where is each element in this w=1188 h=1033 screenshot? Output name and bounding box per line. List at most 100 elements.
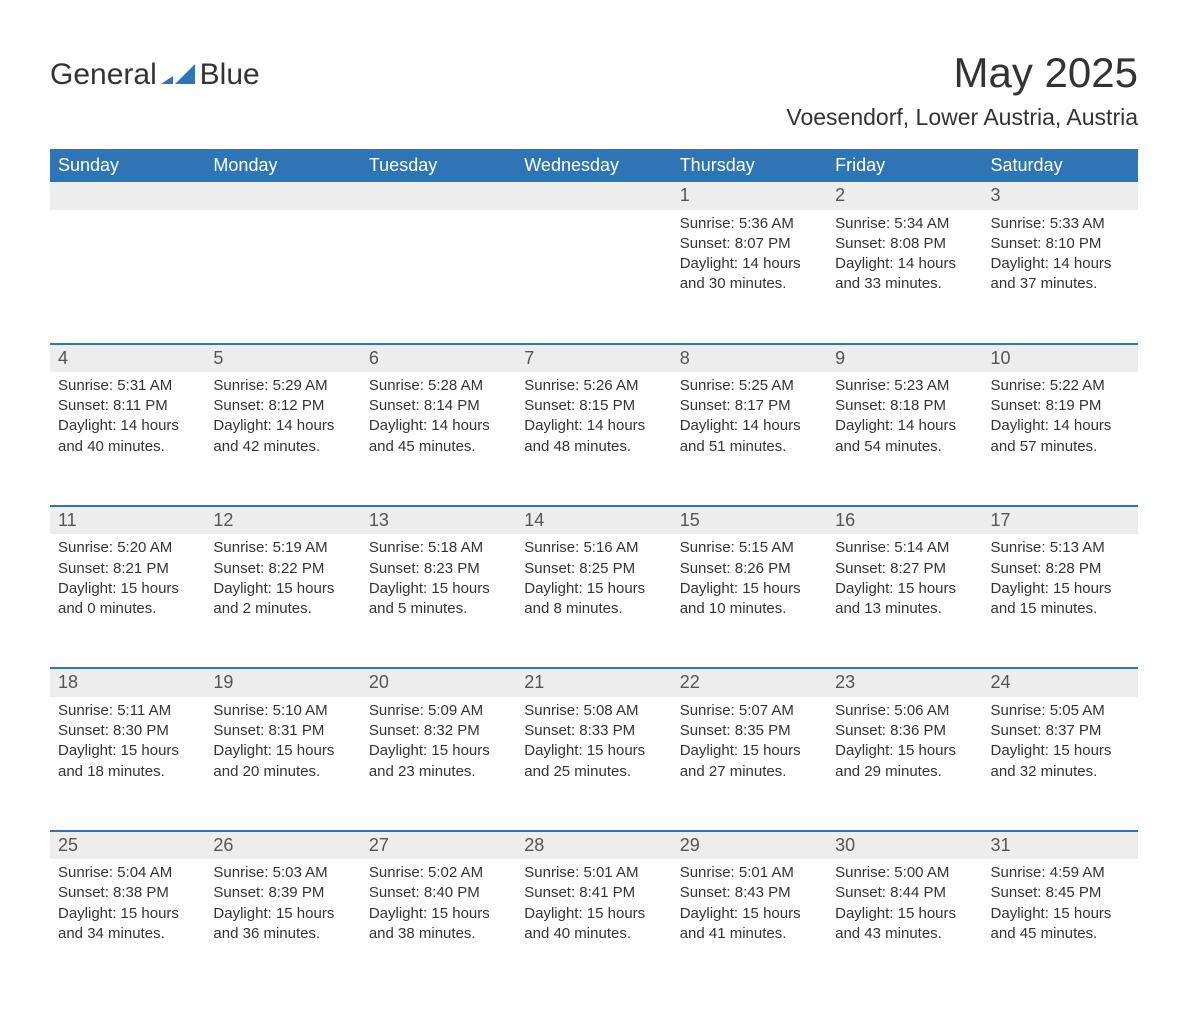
day-number: 26 [205, 832, 360, 859]
weekday-header: Tuesday [361, 149, 516, 182]
sunset-text: Sunset: 8:27 PM [835, 559, 974, 579]
day-cell: Sunrise: 5:15 AMSunset: 8:26 PMDaylight:… [672, 534, 827, 668]
sunrise-text: Sunrise: 5:18 AM [369, 538, 508, 558]
sunrise-text: Sunrise: 4:59 AM [991, 863, 1130, 883]
daylight2-text: and 51 minutes. [680, 437, 819, 457]
day-cell: Sunrise: 5:20 AMSunset: 8:21 PMDaylight:… [50, 534, 205, 668]
daynum-cell: 20 [361, 668, 516, 696]
sunrise-text: Sunrise: 5:11 AM [58, 701, 197, 721]
day-number: 9 [827, 345, 982, 372]
daynum-cell: 12 [205, 506, 360, 534]
daylight2-text: and 38 minutes. [369, 924, 508, 944]
sunset-text: Sunset: 8:43 PM [680, 883, 819, 903]
page-header: General Blue May 2025 Voesendorf, Lower … [50, 50, 1138, 143]
day-number: 7 [516, 345, 671, 372]
sunset-text: Sunset: 8:22 PM [213, 559, 352, 579]
daynum-cell: 7 [516, 344, 671, 372]
day-cell: Sunrise: 5:06 AMSunset: 8:36 PMDaylight:… [827, 697, 982, 831]
day-number: 2 [827, 182, 982, 209]
week-row: Sunrise: 5:04 AMSunset: 8:38 PMDaylight:… [50, 859, 1138, 993]
sunset-text: Sunset: 8:28 PM [991, 559, 1130, 579]
daylight2-text: and 0 minutes. [58, 599, 197, 619]
day-cell: Sunrise: 5:00 AMSunset: 8:44 PMDaylight:… [827, 859, 982, 993]
day-cell-body: Sunrise: 5:06 AMSunset: 8:36 PMDaylight:… [827, 697, 982, 790]
sunrise-text: Sunrise: 5:07 AM [680, 701, 819, 721]
day-cell-body: Sunrise: 5:22 AMSunset: 8:19 PMDaylight:… [983, 372, 1138, 465]
daylight2-text: and 27 minutes. [680, 762, 819, 782]
daynum-cell [361, 182, 516, 209]
sunrise-text: Sunrise: 5:02 AM [369, 863, 508, 883]
daylight2-text: and 45 minutes. [991, 924, 1130, 944]
sunset-text: Sunset: 8:11 PM [58, 396, 197, 416]
brand-word-2: Blue [200, 58, 260, 91]
day-cell-body: Sunrise: 5:28 AMSunset: 8:14 PMDaylight:… [361, 372, 516, 465]
day-cell-body: Sunrise: 5:19 AMSunset: 8:22 PMDaylight:… [205, 534, 360, 627]
day-cell-body: Sunrise: 5:33 AMSunset: 8:10 PMDaylight:… [983, 210, 1138, 303]
location-subtitle: Voesendorf, Lower Austria, Austria [786, 104, 1138, 131]
day-number: 14 [516, 507, 671, 534]
day-cell-body: Sunrise: 5:34 AMSunset: 8:08 PMDaylight:… [827, 210, 982, 303]
sunset-text: Sunset: 8:17 PM [680, 396, 819, 416]
daylight1-text: Daylight: 15 hours [835, 741, 974, 761]
daylight1-text: Daylight: 15 hours [680, 741, 819, 761]
day-cell-body: Sunrise: 5:31 AMSunset: 8:11 PMDaylight:… [50, 372, 205, 465]
sunrise-text: Sunrise: 5:22 AM [991, 376, 1130, 396]
day-cell-body: Sunrise: 5:20 AMSunset: 8:21 PMDaylight:… [50, 534, 205, 627]
daylight2-text: and 23 minutes. [369, 762, 508, 782]
day-number: 28 [516, 832, 671, 859]
daylight2-text: and 34 minutes. [58, 924, 197, 944]
daylight2-text: and 37 minutes. [991, 274, 1130, 294]
daylight1-text: Daylight: 15 hours [58, 904, 197, 924]
daylight1-text: Daylight: 15 hours [991, 904, 1130, 924]
day-cell: Sunrise: 5:09 AMSunset: 8:32 PMDaylight:… [361, 697, 516, 831]
daylight2-text: and 48 minutes. [524, 437, 663, 457]
weekday-header: Friday [827, 149, 982, 182]
daylight1-text: Daylight: 15 hours [991, 741, 1130, 761]
day-cell-body: Sunrise: 5:09 AMSunset: 8:32 PMDaylight:… [361, 697, 516, 790]
month-title: May 2025 [786, 50, 1138, 96]
sunrise-text: Sunrise: 5:20 AM [58, 538, 197, 558]
week-row: Sunrise: 5:36 AMSunset: 8:07 PMDaylight:… [50, 210, 1138, 344]
daynum-row: 18192021222324 [50, 668, 1138, 696]
day-cell-body: Sunrise: 5:36 AMSunset: 8:07 PMDaylight:… [672, 210, 827, 303]
daylight1-text: Daylight: 15 hours [524, 579, 663, 599]
daynum-cell: 10 [983, 344, 1138, 372]
brand-word-1: General [50, 58, 157, 91]
calendar-body: 123Sunrise: 5:36 AMSunset: 8:07 PMDaylig… [50, 182, 1138, 993]
sunset-text: Sunset: 8:40 PM [369, 883, 508, 903]
daynum-cell: 18 [50, 668, 205, 696]
sunrise-text: Sunrise: 5:04 AM [58, 863, 197, 883]
day-number: 20 [361, 669, 516, 696]
day-cell-body: Sunrise: 5:07 AMSunset: 8:35 PMDaylight:… [672, 697, 827, 790]
daylight2-text: and 41 minutes. [680, 924, 819, 944]
day-cell-body: Sunrise: 5:00 AMSunset: 8:44 PMDaylight:… [827, 859, 982, 952]
daylight1-text: Daylight: 15 hours [680, 904, 819, 924]
day-cell-body: Sunrise: 5:01 AMSunset: 8:43 PMDaylight:… [672, 859, 827, 952]
sunrise-text: Sunrise: 5:08 AM [524, 701, 663, 721]
daynum-cell: 25 [50, 831, 205, 859]
daylight1-text: Daylight: 14 hours [835, 254, 974, 274]
day-cell: Sunrise: 5:19 AMSunset: 8:22 PMDaylight:… [205, 534, 360, 668]
daynum-cell: 19 [205, 668, 360, 696]
day-cell: Sunrise: 5:13 AMSunset: 8:28 PMDaylight:… [983, 534, 1138, 668]
day-number: 27 [361, 832, 516, 859]
sunrise-text: Sunrise: 5:09 AM [369, 701, 508, 721]
daylight2-text: and 30 minutes. [680, 274, 819, 294]
daylight1-text: Daylight: 14 hours [680, 254, 819, 274]
daylight2-text: and 54 minutes. [835, 437, 974, 457]
week-row: Sunrise: 5:20 AMSunset: 8:21 PMDaylight:… [50, 534, 1138, 668]
day-cell: Sunrise: 5:14 AMSunset: 8:27 PMDaylight:… [827, 534, 982, 668]
day-cell: Sunrise: 5:23 AMSunset: 8:18 PMDaylight:… [827, 372, 982, 506]
day-number: 6 [361, 345, 516, 372]
sunset-text: Sunset: 8:37 PM [991, 721, 1130, 741]
sunset-text: Sunset: 8:14 PM [369, 396, 508, 416]
day-cell-body: Sunrise: 5:04 AMSunset: 8:38 PMDaylight:… [50, 859, 205, 952]
day-number [205, 182, 360, 209]
day-cell-body: Sunrise: 4:59 AMSunset: 8:45 PMDaylight:… [983, 859, 1138, 952]
calendar-page: General Blue May 2025 Voesendorf, Lower … [0, 0, 1188, 1033]
daynum-cell: 9 [827, 344, 982, 372]
day-cell-body: Sunrise: 5:03 AMSunset: 8:39 PMDaylight:… [205, 859, 360, 952]
daylight1-text: Daylight: 15 hours [835, 904, 974, 924]
day-cell-body: Sunrise: 5:10 AMSunset: 8:31 PMDaylight:… [205, 697, 360, 790]
day-number: 8 [672, 345, 827, 372]
